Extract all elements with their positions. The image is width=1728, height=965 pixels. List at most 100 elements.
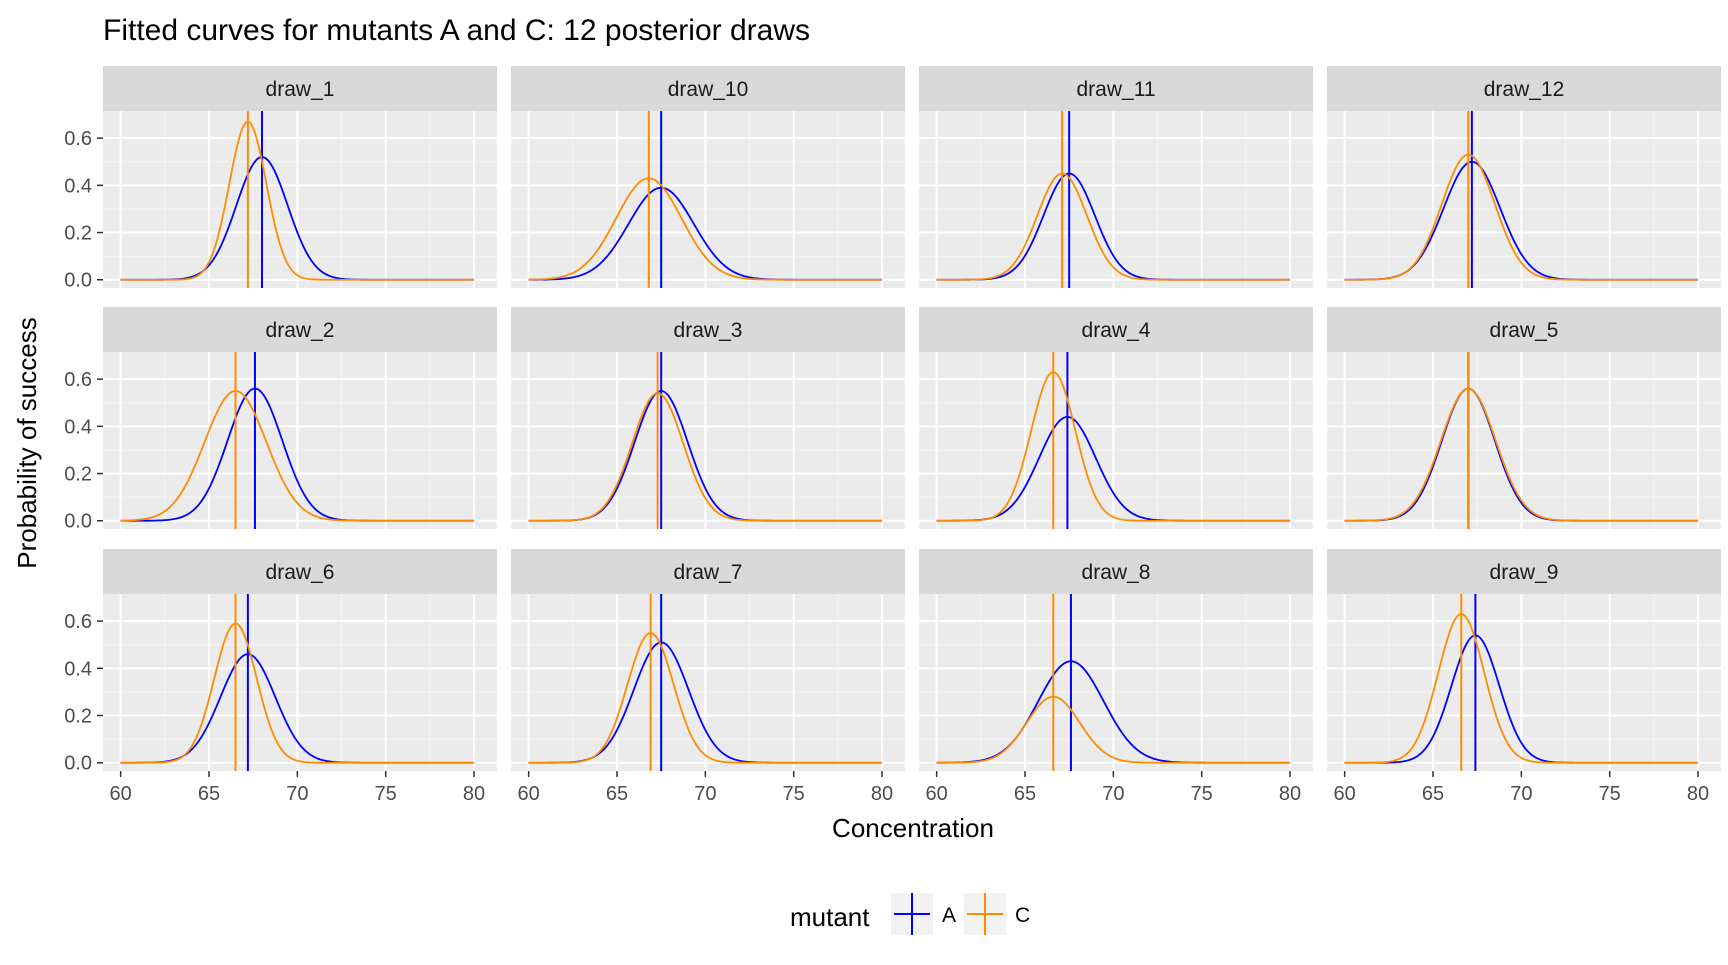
curve-mutant-C	[1344, 613, 1699, 764]
plot-background	[1327, 352, 1721, 529]
facet-strip	[511, 549, 905, 594]
y-tick-label: 0.4	[64, 175, 92, 197]
plot-background	[103, 111, 497, 288]
x-tick-label: 70	[286, 783, 308, 805]
facet-strip-label: draw_6	[266, 561, 335, 584]
legend-label: A	[942, 904, 956, 927]
facet-strip	[103, 307, 497, 352]
legend-title: mutant	[790, 902, 870, 932]
facet-panel: draw_12	[1327, 66, 1721, 288]
facet-strip	[919, 66, 1313, 111]
facet-strip	[919, 549, 1313, 594]
facet-panel: draw_3	[511, 307, 905, 529]
x-axes-layer: 60 65 70 75 80 60 65 70 75 80 60 65 70 75 80 60 65 70 75 80	[110, 771, 1709, 805]
facet-panel: draw_2	[103, 307, 497, 529]
plot-background	[511, 594, 905, 771]
curve-mutant-C	[120, 390, 475, 522]
facet-strip-label: draw_12	[1484, 78, 1565, 101]
facet-panel: draw_10	[511, 66, 905, 288]
y-tick-label: 0.0	[64, 753, 92, 775]
x-tick-label: 75	[1191, 783, 1213, 805]
x-tick-label: 75	[1599, 783, 1621, 805]
x-tick-label: 65	[1422, 783, 1444, 805]
y-tick-label: 0.6	[64, 611, 92, 633]
curve-mutant-C	[528, 177, 883, 281]
facet-panel: draw_1	[103, 66, 497, 288]
curve-mutant-C	[1344, 153, 1699, 281]
facet-strip-label: draw_1	[266, 78, 335, 101]
x-tick-label: 60	[1334, 783, 1356, 805]
curve-mutant-C	[120, 622, 475, 764]
facet-strip-label: draw_5	[1490, 319, 1559, 342]
plot-background	[1327, 594, 1721, 771]
x-tick-label: 80	[871, 783, 893, 805]
facet-strip-label: draw_7	[674, 561, 743, 584]
plot-background	[511, 111, 905, 288]
x-tick-label: 80	[463, 783, 485, 805]
x-tick-label: 75	[783, 783, 805, 805]
curve-mutant-C	[528, 632, 883, 764]
facet-strip	[1327, 549, 1721, 594]
facet-panel: draw_6	[103, 549, 497, 771]
plot-background	[511, 352, 905, 529]
x-tick-label: 60	[518, 783, 540, 805]
facet-panel: draw_7	[511, 549, 905, 771]
x-tick-label: 70	[694, 783, 716, 805]
plot-background	[103, 352, 497, 529]
y-tick-label: 0.2	[64, 706, 92, 728]
x-tick-label: 65	[198, 783, 220, 805]
legend-item-A: A	[891, 893, 956, 935]
facet-strip-label: draw_11	[1077, 78, 1156, 101]
curve-mutant-C	[1344, 387, 1699, 522]
x-axis-title: Concentration	[832, 813, 994, 843]
facet-strip	[103, 549, 497, 594]
x-tick-label: 70	[1102, 783, 1124, 805]
curve-mutant-C	[936, 695, 1291, 764]
facet-strip	[103, 66, 497, 111]
y-tick-label: 0.2	[64, 464, 92, 486]
facet-panel: draw_4	[919, 307, 1313, 529]
x-tick-label: 70	[1510, 783, 1532, 805]
facet-panel: draw_11	[919, 66, 1313, 288]
facet-strip-label: draw_9	[1490, 561, 1559, 584]
curve-mutant-C	[528, 392, 883, 522]
x-tick-label: 65	[1014, 783, 1036, 805]
legend-item-C: C	[964, 893, 1030, 935]
legend-label: C	[1015, 904, 1030, 927]
x-tick-label: 60	[926, 783, 948, 805]
facet-strip	[511, 307, 905, 352]
facet-strip-label: draw_3	[674, 319, 743, 342]
plot-background	[919, 352, 1313, 529]
x-tick-label: 75	[375, 783, 397, 805]
y-axis-title: Probability of success	[12, 317, 42, 568]
facet-panel: draw_8	[919, 549, 1313, 771]
facet-strip-label: draw_10	[668, 78, 749, 101]
y-axes-layer: 0.0 0.2 0.4 0.6 0.0 0.2 0.4 0.6 0.0 0.2 0.4 0.6	[64, 128, 103, 775]
facet-panel: draw_5	[1327, 307, 1721, 529]
x-tick-label: 60	[110, 783, 132, 805]
curve-mutant-C	[936, 172, 1291, 281]
x-tick-label: 65	[606, 783, 628, 805]
plot-background	[919, 594, 1313, 771]
x-tick-label: 80	[1687, 783, 1709, 805]
facet-strip	[919, 307, 1313, 352]
facet-strip	[1327, 66, 1721, 111]
facet-strip-label: draw_2	[266, 319, 335, 342]
facet-strip-label: draw_8	[1082, 561, 1151, 584]
facet-strip	[511, 66, 905, 111]
facet-strip	[1327, 307, 1721, 352]
x-tick-label: 80	[1279, 783, 1301, 805]
y-tick-label: 0.4	[64, 416, 92, 438]
y-tick-label: 0.2	[64, 223, 92, 245]
facet-strip-label: draw_4	[1082, 319, 1151, 342]
y-tick-label: 0.6	[64, 369, 92, 391]
facet-panel: draw_9	[1327, 549, 1721, 771]
plot-background	[103, 594, 497, 771]
curve-mutant-C	[120, 120, 475, 281]
y-tick-label: 0.0	[64, 511, 92, 533]
y-tick-label: 0.4	[64, 658, 92, 680]
